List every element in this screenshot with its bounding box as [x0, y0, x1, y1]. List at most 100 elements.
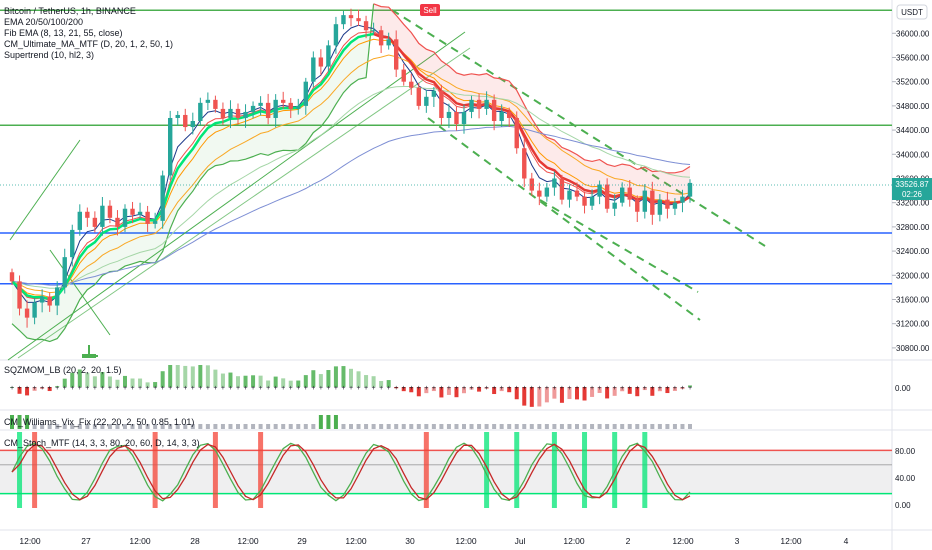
current-price: 33526.87: [895, 180, 929, 189]
x-tick-label: 29: [297, 536, 307, 546]
candle-body: [589, 196, 595, 206]
sqz-bar: [522, 387, 527, 406]
stoch-spike-green: [582, 432, 588, 508]
sqz-dot: +: [123, 385, 127, 392]
sqz-bar: [424, 387, 429, 394]
horizontal-levels[interactable]: [0, 9, 892, 285]
ema-55: [11, 54, 691, 294]
sqz-dot: +: [424, 385, 428, 392]
candle-body: [303, 81, 308, 106]
wvf-bar: [575, 424, 579, 429]
candle-body: [371, 30, 376, 32]
sell-signal[interactable]: Sell: [420, 4, 440, 16]
wvf-bar: [100, 424, 105, 429]
sqz-bar: [62, 378, 67, 387]
wvf-bar: [454, 424, 459, 429]
candle-body: [537, 190, 542, 197]
channel-line-upper: [391, 9, 766, 247]
sqz-dot: +: [522, 385, 526, 392]
wvf-bar: [205, 424, 210, 429]
stoch-tick-40: 40.00: [895, 474, 916, 483]
sqz-dot: +: [341, 385, 345, 392]
sqz-bar: [228, 372, 233, 387]
sqz-dot: +: [665, 385, 669, 392]
sqz-bar: [123, 375, 127, 387]
stoch-spike-green: [642, 432, 648, 508]
stoch-spike-red: [212, 432, 218, 508]
currency-badge[interactable]: USDT: [896, 4, 928, 20]
sqz-bar: [55, 386, 60, 387]
sqz-dot: +: [575, 385, 579, 392]
legend-ema[interactable]: EMA 20/50/100/200: [4, 17, 84, 27]
buy-signal[interactable]: [82, 345, 98, 358]
sqz-bar: [47, 387, 52, 392]
legend-symbol[interactable]: Bitcoin / TetherUS, 1h, BINANCE: [4, 6, 136, 16]
x-tick-label: 27: [81, 536, 91, 546]
sqz-bar: [627, 387, 632, 394]
wvf-bar: [401, 424, 406, 429]
sqz-bar: [100, 372, 105, 387]
candle-body: [265, 102, 271, 118]
candle-body: [552, 178, 557, 188]
sqz-dot: +: [311, 385, 315, 392]
candle-body: [168, 117, 173, 176]
sqz-bar: [168, 365, 173, 387]
trend-channels[interactable]: [7, 9, 766, 361]
wvf-bar: [258, 424, 263, 429]
candle-body: [258, 102, 263, 106]
sqz-bar: [349, 368, 353, 387]
wvf-bar: [627, 424, 632, 429]
candle-body: [122, 208, 128, 227]
candlesticks[interactable]: [9, 8, 693, 328]
wvf-bar: [296, 424, 301, 429]
legend-stoch[interactable]: CM_Stoch_MTF (14, 3, 3, 80, 20, 60, D, 1…: [4, 438, 200, 448]
sqz-bar: [477, 387, 482, 392]
uptrend-line-2: [17, 47, 471, 359]
wvf-bar: [462, 424, 466, 429]
sqz-dot: +: [138, 385, 142, 392]
candle-body: [70, 229, 75, 258]
wvf-bar: [228, 424, 233, 429]
sqz-bar: [394, 387, 399, 389]
sqz-bar: [296, 380, 301, 387]
sqz-bar: [281, 378, 286, 387]
sqz-bar: [642, 387, 647, 391]
sqz-dot: +: [560, 385, 564, 392]
legend-supertrend[interactable]: Supertrend (10, hl2, 3): [4, 50, 95, 60]
sqz-dot: +: [85, 385, 89, 392]
x-tick-label: 12:00: [237, 536, 259, 546]
y-tick-label: 31600.00: [896, 295, 930, 304]
wvf-bar: [499, 424, 504, 429]
candle-body: [597, 184, 602, 197]
candle-body: [604, 184, 610, 209]
sqz-bar: [175, 365, 180, 387]
y-tick-label: 33200.00: [896, 199, 930, 208]
legend-cm-ultimate[interactable]: CM_Ultimate_MA_MTF (D, 20, 1, 2, 50, 1): [4, 39, 174, 49]
sqz-dot: +: [650, 385, 654, 392]
x-tick-label: 3: [735, 536, 740, 546]
sell-signal-box: [420, 4, 440, 16]
sqz-bar: [650, 387, 655, 396]
fan-line-2: [49, 249, 111, 336]
legend-fib-ema[interactable]: Fib EMA (8, 13, 21, 55, close): [4, 28, 123, 38]
wvf-bar: [85, 424, 90, 429]
sqz-bar: [17, 387, 22, 394]
wvf-bar: [492, 424, 497, 429]
sqz-bar: [40, 387, 45, 389]
wvf-bar: [650, 424, 655, 429]
sqz-bar: [590, 387, 595, 397]
candle-body: [650, 190, 655, 215]
candle-body: [491, 99, 497, 122]
candle-body: [476, 99, 482, 109]
sqz-dot: +: [25, 385, 29, 392]
wvf-bar: [326, 415, 331, 429]
sqz-bar: [371, 376, 376, 387]
sqz-dot: +: [372, 385, 376, 392]
sqz-dot: +: [515, 385, 519, 392]
time-axis[interactable]: 12:00 27 12:00 28 12:00 29 12:00 30 12:00 Jul 12:0…: [19, 536, 848, 546]
sqz-dot: +: [146, 385, 150, 392]
sqz-dot: +: [130, 385, 134, 392]
legend-sqzmom[interactable]: SQZMOM_LB (20, 2, 20, 1.5): [4, 365, 122, 375]
legend-williams-vix[interactable]: CM_Williams_Vix_Fix (22, 20, 2, 50, 0.85…: [4, 417, 195, 427]
